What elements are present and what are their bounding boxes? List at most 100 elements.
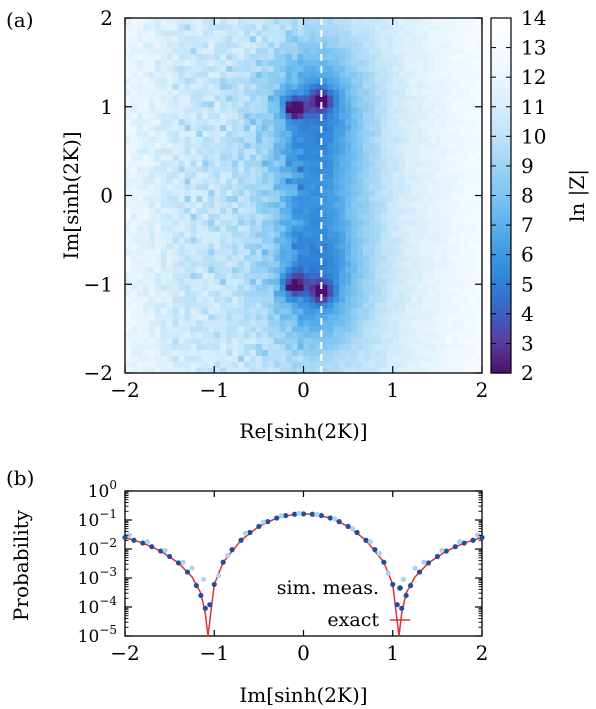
- heatmap-cell: [392, 272, 400, 279]
- heatmap-cell: [136, 195, 144, 203]
- heatmap-cell: [285, 171, 293, 179]
- heatmap-cell: [184, 165, 192, 173]
- heatmap-cell: [249, 313, 257, 321]
- heatmap-cell: [279, 183, 287, 191]
- heatmap-cell: [148, 130, 156, 137]
- heatmap-cell: [464, 319, 471, 327]
- heatmap-cell: [363, 290, 370, 297]
- heatmap-cell: [214, 337, 221, 345]
- heatmap-cell: [434, 154, 441, 161]
- heatmap-cell: [130, 207, 138, 214]
- heatmap-cell: [136, 118, 144, 126]
- heatmap-cell: [125, 154, 132, 161]
- heatmap-cell: [345, 361, 352, 368]
- heatmap-cell: [172, 236, 180, 244]
- heatmap-cell: [339, 260, 346, 268]
- heatmap-cell: [392, 77, 400, 84]
- heatmap-cell: [255, 136, 263, 143]
- heatmap-cell: [339, 225, 346, 232]
- heatmap-cell: [363, 165, 370, 173]
- heatmap-cell: [422, 89, 430, 96]
- heatmap-cell: [309, 307, 316, 315]
- heatmap-cell: [464, 106, 471, 114]
- heatmap-cell: [321, 213, 328, 220]
- heatmap-cell: [273, 23, 281, 31]
- heatmap-cell: [374, 367, 382, 374]
- heatmap-cell: [416, 242, 424, 250]
- heatmap-cell: [327, 254, 334, 262]
- heatmap-cell: [261, 219, 269, 226]
- heatmap-cell: [148, 319, 156, 327]
- heatmap-cell: [464, 65, 471, 72]
- heatmap-cell: [291, 254, 299, 262]
- heatmap-cell: [345, 112, 352, 120]
- heatmap-cell: [238, 319, 245, 327]
- heatmap-cell: [244, 236, 251, 244]
- heatmap-cell: [327, 77, 334, 84]
- x-tick-label: 0: [297, 378, 310, 402]
- heatmap-cell: [392, 201, 400, 208]
- heatmap-cell: [267, 225, 275, 232]
- colorbar-segment: [491, 260, 511, 265]
- heatmap-cell: [351, 177, 358, 185]
- heatmap-cell: [261, 213, 269, 220]
- heatmap-cell: [232, 231, 239, 238]
- heatmap-cell: [416, 343, 424, 350]
- heatmap-cell: [196, 207, 203, 214]
- colorbar-segment: [491, 343, 511, 347]
- heatmap-cell: [190, 23, 197, 31]
- heatmap-cell: [125, 35, 132, 43]
- heatmap-cell: [184, 355, 192, 362]
- heatmap-cell: [267, 349, 275, 356]
- heatmap-cell: [261, 242, 269, 250]
- heatmap-cell: [398, 183, 406, 191]
- heatmap-cell: [220, 100, 227, 108]
- heatmap-cell: [357, 100, 364, 108]
- heatmap-cell: [434, 319, 441, 327]
- heatmap-cell: [184, 47, 192, 55]
- heatmap-cell: [464, 18, 471, 25]
- heatmap-cell: [327, 343, 334, 350]
- heatmap-cell: [154, 254, 162, 262]
- heatmap-cell: [255, 124, 263, 132]
- heatmap-cell: [178, 183, 186, 191]
- colorbar-segment: [491, 106, 511, 111]
- heatmap-cell: [428, 361, 435, 368]
- heatmap-cell: [476, 124, 483, 132]
- heatmap-cell: [267, 106, 275, 114]
- colorbar-segment: [491, 174, 511, 179]
- heatmap-cell: [273, 94, 281, 102]
- heatmap-cell: [321, 284, 328, 291]
- heatmap-cell: [154, 290, 162, 297]
- heatmap-cell: [464, 183, 471, 191]
- heatmap-cell: [363, 195, 370, 203]
- heatmap-cell: [446, 65, 453, 72]
- heatmap-cell: [130, 355, 138, 362]
- heatmap-cell: [464, 278, 471, 285]
- heatmap-cell: [202, 325, 209, 333]
- heatmap-cell: [368, 71, 376, 78]
- heatmap-cell: [190, 337, 197, 345]
- heatmap-cell: [303, 65, 311, 72]
- heatmap-cell: [285, 41, 293, 49]
- heatmap-cell: [410, 94, 418, 102]
- heatmap-cell: [464, 29, 471, 37]
- heatmap-cell: [416, 213, 424, 220]
- heatmap-cell: [196, 118, 203, 126]
- heatmap-cell: [470, 53, 477, 61]
- heatmap-cell: [261, 266, 269, 274]
- heatmap-cell: [267, 313, 275, 321]
- heatmap-cell: [208, 337, 215, 345]
- heatmap-cell: [297, 201, 305, 208]
- heatmap-cell: [220, 29, 227, 37]
- heatmap-cell: [309, 142, 316, 149]
- heatmap-cell: [267, 242, 275, 250]
- heatmap-cell: [476, 248, 483, 256]
- heatmap-cell: [172, 35, 180, 43]
- heatmap-cell: [172, 89, 180, 96]
- heatmap-cell: [351, 272, 358, 279]
- heatmap-cell: [363, 201, 370, 208]
- heatmap-cell: [160, 89, 168, 96]
- heatmap-cell: [374, 23, 382, 31]
- heatmap-cell: [125, 142, 132, 149]
